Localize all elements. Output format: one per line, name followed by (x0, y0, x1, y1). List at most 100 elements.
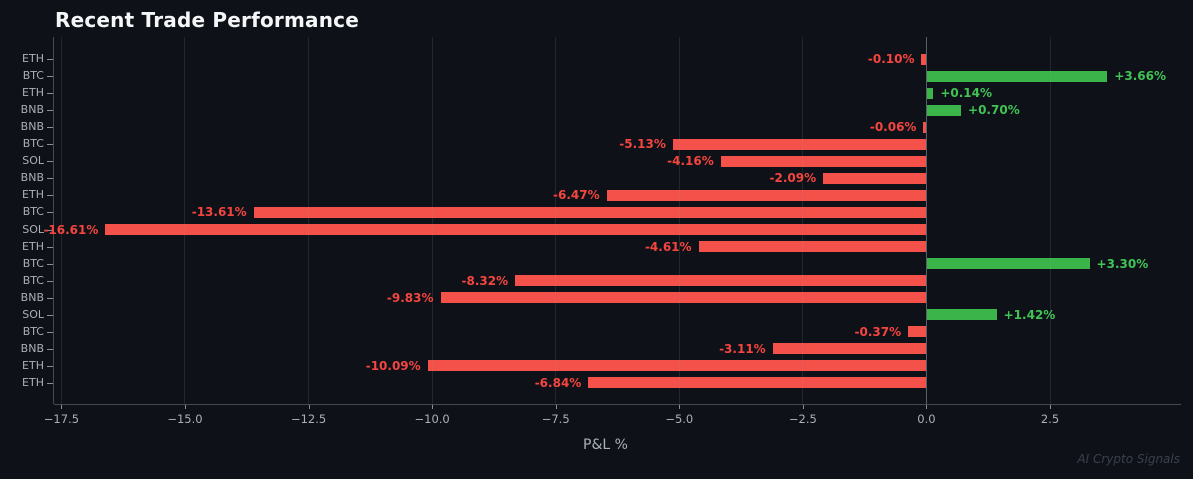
x-tick-label: −12.5 (290, 412, 327, 426)
y-tick-label: BTC (22, 256, 44, 270)
y-tick-label: BNB (20, 171, 44, 185)
gridline (678, 37, 680, 404)
bar (926, 104, 962, 116)
bar (923, 121, 927, 133)
bar-value-label: -9.83% (386, 290, 434, 305)
y-tick-mark (47, 127, 53, 129)
y-tick-mark (47, 297, 53, 299)
y-tick-label: SOL (22, 154, 44, 168)
y-tick-label: ETH (22, 375, 44, 389)
bar (440, 292, 927, 304)
y-tick-label: ETH (22, 52, 44, 65)
bar-value-label: -13.61% (191, 205, 247, 220)
left-spine (53, 37, 54, 404)
x-tick-label: −17.5 (43, 412, 80, 426)
bar (921, 53, 927, 65)
plot-area: -0.10% +3.66% +0.14% +0.70% -0.06% -5.13% -4.1… (43, 37, 1181, 404)
x-tick-mark (555, 404, 557, 409)
bar-value-label: -6.47% (553, 188, 600, 203)
y-tick-mark (47, 212, 53, 214)
gridline (1049, 37, 1051, 404)
y-tick-label: ETH (22, 86, 44, 100)
y-tick-mark (47, 246, 53, 248)
y-tick-mark (47, 144, 53, 146)
bar (926, 309, 997, 321)
bar (253, 206, 927, 218)
bar-value-label: -10.09% (365, 358, 421, 373)
bar-value-label: -16.61% (43, 222, 99, 237)
bar (926, 70, 1108, 82)
bar (908, 326, 927, 338)
x-tick-mark (432, 404, 434, 409)
y-tick-mark (47, 195, 53, 197)
bar-value-label: -0.37% (854, 324, 902, 339)
bar-value-label: +1.42% (1003, 307, 1056, 322)
bottom-spine (54, 404, 1181, 405)
bar-value-label: -2.09% (769, 171, 817, 186)
x-tick-mark (308, 404, 310, 409)
bar (427, 360, 927, 372)
bar-value-label: -0.06% (869, 120, 917, 135)
y-tick-mark (47, 229, 53, 231)
gridline (60, 37, 62, 404)
y-tick-mark (47, 110, 53, 112)
y-tick-mark (47, 161, 53, 163)
y-tick-label: BTC (22, 69, 44, 83)
bar (606, 189, 927, 201)
x-tick-mark (184, 404, 186, 409)
y-tick-label: ETH (22, 188, 44, 202)
chart-title: Recent Trade Performance (55, 8, 359, 32)
x-tick-label: −15.0 (167, 412, 203, 426)
x-tick-label: −10.0 (414, 412, 450, 426)
bar-value-label: -4.16% (667, 154, 714, 169)
bar-value-label: -3.11% (719, 341, 766, 356)
y-tick-label: BTC (22, 324, 44, 338)
gridline (802, 37, 804, 404)
y-tick-mark (47, 59, 53, 60)
bar (672, 138, 927, 150)
y-tick-label: BTC (22, 137, 44, 151)
y-tick-mark (47, 76, 53, 78)
bar-value-label: -8.32% (461, 273, 509, 288)
bar (720, 155, 927, 167)
y-tick-label: SOL (22, 307, 44, 321)
x-tick-mark (802, 404, 804, 409)
bar (515, 275, 927, 287)
y-tick-mark (47, 365, 53, 367)
gridline (431, 37, 433, 404)
bar-value-label: -0.10% (867, 52, 915, 66)
y-tick-label: BNB (20, 290, 44, 304)
y-tick-label: BNB (20, 341, 44, 355)
bar (588, 377, 927, 389)
bar (698, 241, 927, 253)
bar-value-label: -6.84% (534, 375, 582, 390)
y-tick-label: BNB (20, 120, 44, 134)
x-axis-label: P&L % (583, 437, 628, 453)
bar-value-label: -4.61% (644, 239, 692, 254)
x-tick-mark (679, 404, 681, 409)
y-tick-label: BTC (22, 273, 44, 287)
x-tick-label: −5.0 (665, 412, 694, 426)
y-tick-label: BTC (22, 205, 44, 219)
gridline (555, 37, 557, 404)
bar-value-label: +0.14% (940, 86, 993, 101)
y-tick-mark (47, 314, 53, 316)
bar-value-label: +0.70% (968, 103, 1020, 118)
y-tick-mark (47, 280, 53, 282)
bar (105, 224, 927, 235)
y-tick-label: ETH (22, 239, 44, 253)
x-tick-label: −7.5 (541, 412, 570, 426)
bar-value-label: +3.30% (1096, 256, 1149, 271)
y-tick-mark (47, 331, 53, 333)
y-tick-label: SOL (22, 222, 44, 236)
x-tick-mark (926, 404, 928, 409)
bar-value-label: -5.13% (619, 137, 666, 152)
zero-line (925, 37, 928, 404)
y-tick-mark (47, 382, 53, 384)
x-tick-label: 2.5 (1040, 412, 1060, 426)
y-tick-mark (47, 263, 53, 265)
bar (926, 258, 1090, 270)
x-tick-label: 0.0 (917, 412, 936, 426)
x-tick-mark (61, 404, 63, 409)
